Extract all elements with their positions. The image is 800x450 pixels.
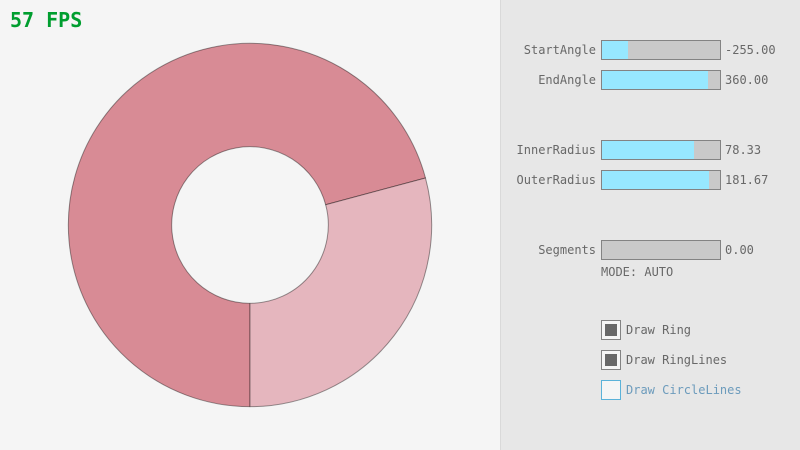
innerradius-slider-fill xyxy=(602,141,695,159)
checkbox-draw-ringlines: Draw RingLines xyxy=(601,350,800,370)
innerradius-sliderbar[interactable] xyxy=(601,140,721,160)
segments-sliderbar[interactable] xyxy=(601,240,721,260)
draw-ring-checkmark xyxy=(605,324,617,336)
outerradius-sliderbar[interactable] xyxy=(601,170,721,190)
draw-ring-checkbox[interactable] xyxy=(601,320,621,340)
draw-circlelines-checkmark xyxy=(605,384,617,396)
draw-ringlines-checkmark xyxy=(605,354,617,366)
fps-counter: 57 FPS xyxy=(10,8,83,32)
startangle-slider-fill xyxy=(602,41,628,59)
checkbox-draw-circlelines: Draw CircleLines xyxy=(601,380,800,400)
outerradius-label: OuterRadius xyxy=(516,173,596,187)
endangle-slider-fill xyxy=(602,71,709,89)
endangle-sliderbar[interactable] xyxy=(601,70,721,90)
startangle-label: StartAngle xyxy=(523,43,596,57)
segments-label: Segments xyxy=(538,243,596,257)
slider-row-segments: Segments 0.00 xyxy=(501,240,800,260)
draw-circlelines-checkbox[interactable] xyxy=(601,380,621,400)
control-panel: StartAngle -255.00 EndAngle 360.00 Inner… xyxy=(500,0,800,450)
endangle-label: EndAngle xyxy=(538,73,596,87)
ring-segment-single-pass xyxy=(249,177,433,408)
slider-row-innerradius: InnerRadius 78.33 xyxy=(501,140,800,160)
draw-circlelines-label: Draw CircleLines xyxy=(626,383,742,397)
innerradius-value: 78.33 xyxy=(725,143,762,157)
draw-ringlines-checkbox[interactable] xyxy=(601,350,621,370)
draw-ring-label: Draw Ring xyxy=(626,323,692,337)
slider-row-startangle: StartAngle -255.00 xyxy=(501,40,800,60)
outerradius-slider-fill xyxy=(602,171,710,189)
startangle-value: -255.00 xyxy=(725,43,776,57)
endangle-value: 360.00 xyxy=(725,73,769,87)
checkbox-draw-ring: Draw Ring xyxy=(601,320,800,340)
draw-ringlines-label: Draw RingLines xyxy=(626,353,728,367)
startangle-sliderbar[interactable] xyxy=(601,40,721,60)
outerradius-value: 181.67 xyxy=(725,173,769,187)
segments-mode-label: MODE: AUTO xyxy=(601,265,674,279)
innerradius-label: InnerRadius xyxy=(516,143,596,157)
segments-value: 0.00 xyxy=(725,243,754,257)
slider-row-outerradius: OuterRadius 181.67 xyxy=(501,170,800,190)
ring-segment-double-pass xyxy=(67,42,427,408)
slider-row-endangle: EndAngle 360.00 xyxy=(501,70,800,90)
